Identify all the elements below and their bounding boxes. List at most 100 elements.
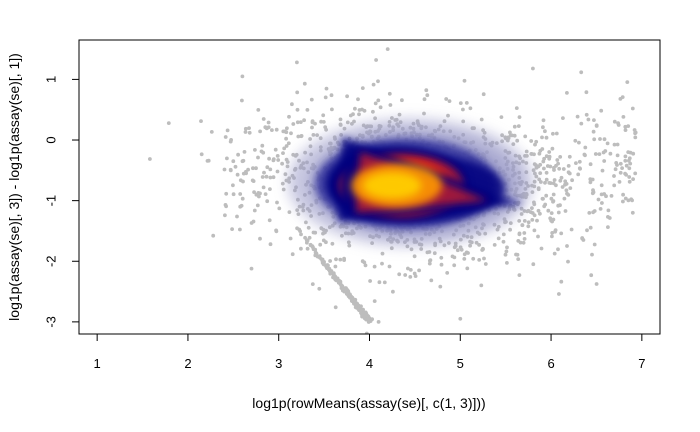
outlier-point: [323, 125, 328, 129]
outlier-point: [265, 199, 270, 204]
outlier-point: [617, 180, 622, 184]
outlier-point: [452, 255, 457, 260]
outlier-point: [424, 88, 429, 93]
outlier-point: [627, 156, 632, 161]
outlier-point: [538, 171, 543, 176]
outlier-point: [376, 98, 381, 103]
outlier-point: [380, 251, 385, 256]
outlier-point: [541, 118, 546, 123]
outlier-point: [338, 117, 343, 122]
outlier-point: [223, 213, 227, 218]
x-tick-label: 3: [275, 356, 282, 371]
outlier-point: [333, 305, 338, 310]
outlier-point: [519, 212, 524, 216]
outlier-point: [311, 133, 316, 137]
outlier-point: [251, 166, 255, 171]
outlier-point: [289, 131, 293, 136]
outlier-point: [260, 143, 265, 148]
outlier-point: [346, 240, 351, 245]
plot-area: [148, 47, 638, 334]
outlier-point: [319, 119, 323, 124]
outlier-point: [439, 255, 444, 260]
outlier-point: [504, 249, 509, 254]
outlier-point: [577, 140, 581, 145]
outlier-point: [236, 152, 241, 157]
outlier-point: [240, 159, 245, 164]
outlier-point: [458, 101, 463, 105]
outlier-point: [285, 126, 289, 131]
outlier-point: [517, 115, 522, 119]
outlier-point: [349, 298, 354, 303]
outlier-point: [260, 175, 265, 179]
outlier-point: [271, 157, 276, 162]
outlier-point: [284, 178, 289, 183]
outlier-point: [359, 311, 363, 315]
outlier-point: [264, 174, 269, 179]
y-tick-label: -2: [43, 255, 58, 267]
outlier-point: [319, 226, 324, 231]
outlier-point: [391, 289, 395, 294]
outlier-point: [352, 301, 356, 306]
outlier-point: [533, 171, 537, 176]
outlier-point: [311, 247, 316, 252]
outlier-point: [532, 200, 536, 205]
outlier-point: [409, 247, 414, 252]
outlier-point: [240, 196, 245, 201]
outlier-point: [353, 305, 358, 310]
outlier-point: [295, 107, 300, 112]
outlier-point: [268, 242, 273, 247]
outlier-point: [522, 237, 527, 241]
outlier-point: [600, 201, 604, 205]
outlier-point: [530, 211, 535, 215]
outlier-point: [408, 268, 413, 272]
outlier-point: [579, 121, 584, 126]
outlier-point: [623, 158, 628, 163]
outlier-point: [403, 273, 408, 277]
outlier-point: [356, 307, 361, 312]
outlier-point: [224, 204, 229, 209]
outlier-point: [371, 109, 375, 114]
outlier-point: [624, 163, 629, 168]
outlier-point: [621, 199, 625, 204]
outlier-point: [565, 191, 569, 196]
outlier-point: [623, 196, 628, 201]
outlier-point: [295, 208, 300, 213]
outlier-point: [373, 116, 377, 121]
outlier-point: [342, 289, 347, 294]
outlier-point: [317, 255, 322, 260]
outlier-point: [376, 79, 380, 84]
outlier-point: [287, 114, 291, 119]
outlier-point: [590, 177, 595, 182]
outlier-point: [313, 230, 318, 235]
outlier-point: [621, 192, 625, 197]
outlier-point: [632, 128, 637, 132]
outlier-point: [290, 252, 295, 257]
outlier-point: [253, 148, 257, 152]
outlier-point: [266, 120, 271, 125]
outlier-point: [552, 168, 556, 172]
outlier-point: [345, 120, 350, 125]
outlier-point: [308, 137, 312, 141]
outlier-point: [428, 258, 432, 263]
outlier-point: [229, 138, 234, 142]
outlier-point: [373, 101, 378, 106]
outlier-point: [547, 181, 552, 185]
outlier-point: [517, 232, 522, 237]
outlier-point: [378, 105, 383, 110]
outlier-point: [609, 194, 614, 198]
outlier-point: [326, 267, 331, 272]
outlier-point: [583, 145, 588, 150]
outlier-point: [626, 150, 631, 155]
outlier-point: [500, 133, 504, 138]
outlier-point: [633, 171, 638, 176]
outlier-point: [616, 123, 621, 127]
outlier-point: [258, 129, 262, 134]
outlier-point: [321, 120, 326, 124]
outlier-point: [543, 180, 547, 185]
outlier-point: [294, 152, 299, 157]
outlier-point: [568, 186, 573, 191]
outlier-point: [422, 111, 426, 116]
outlier-point: [348, 295, 352, 300]
outlier-point: [599, 183, 604, 188]
